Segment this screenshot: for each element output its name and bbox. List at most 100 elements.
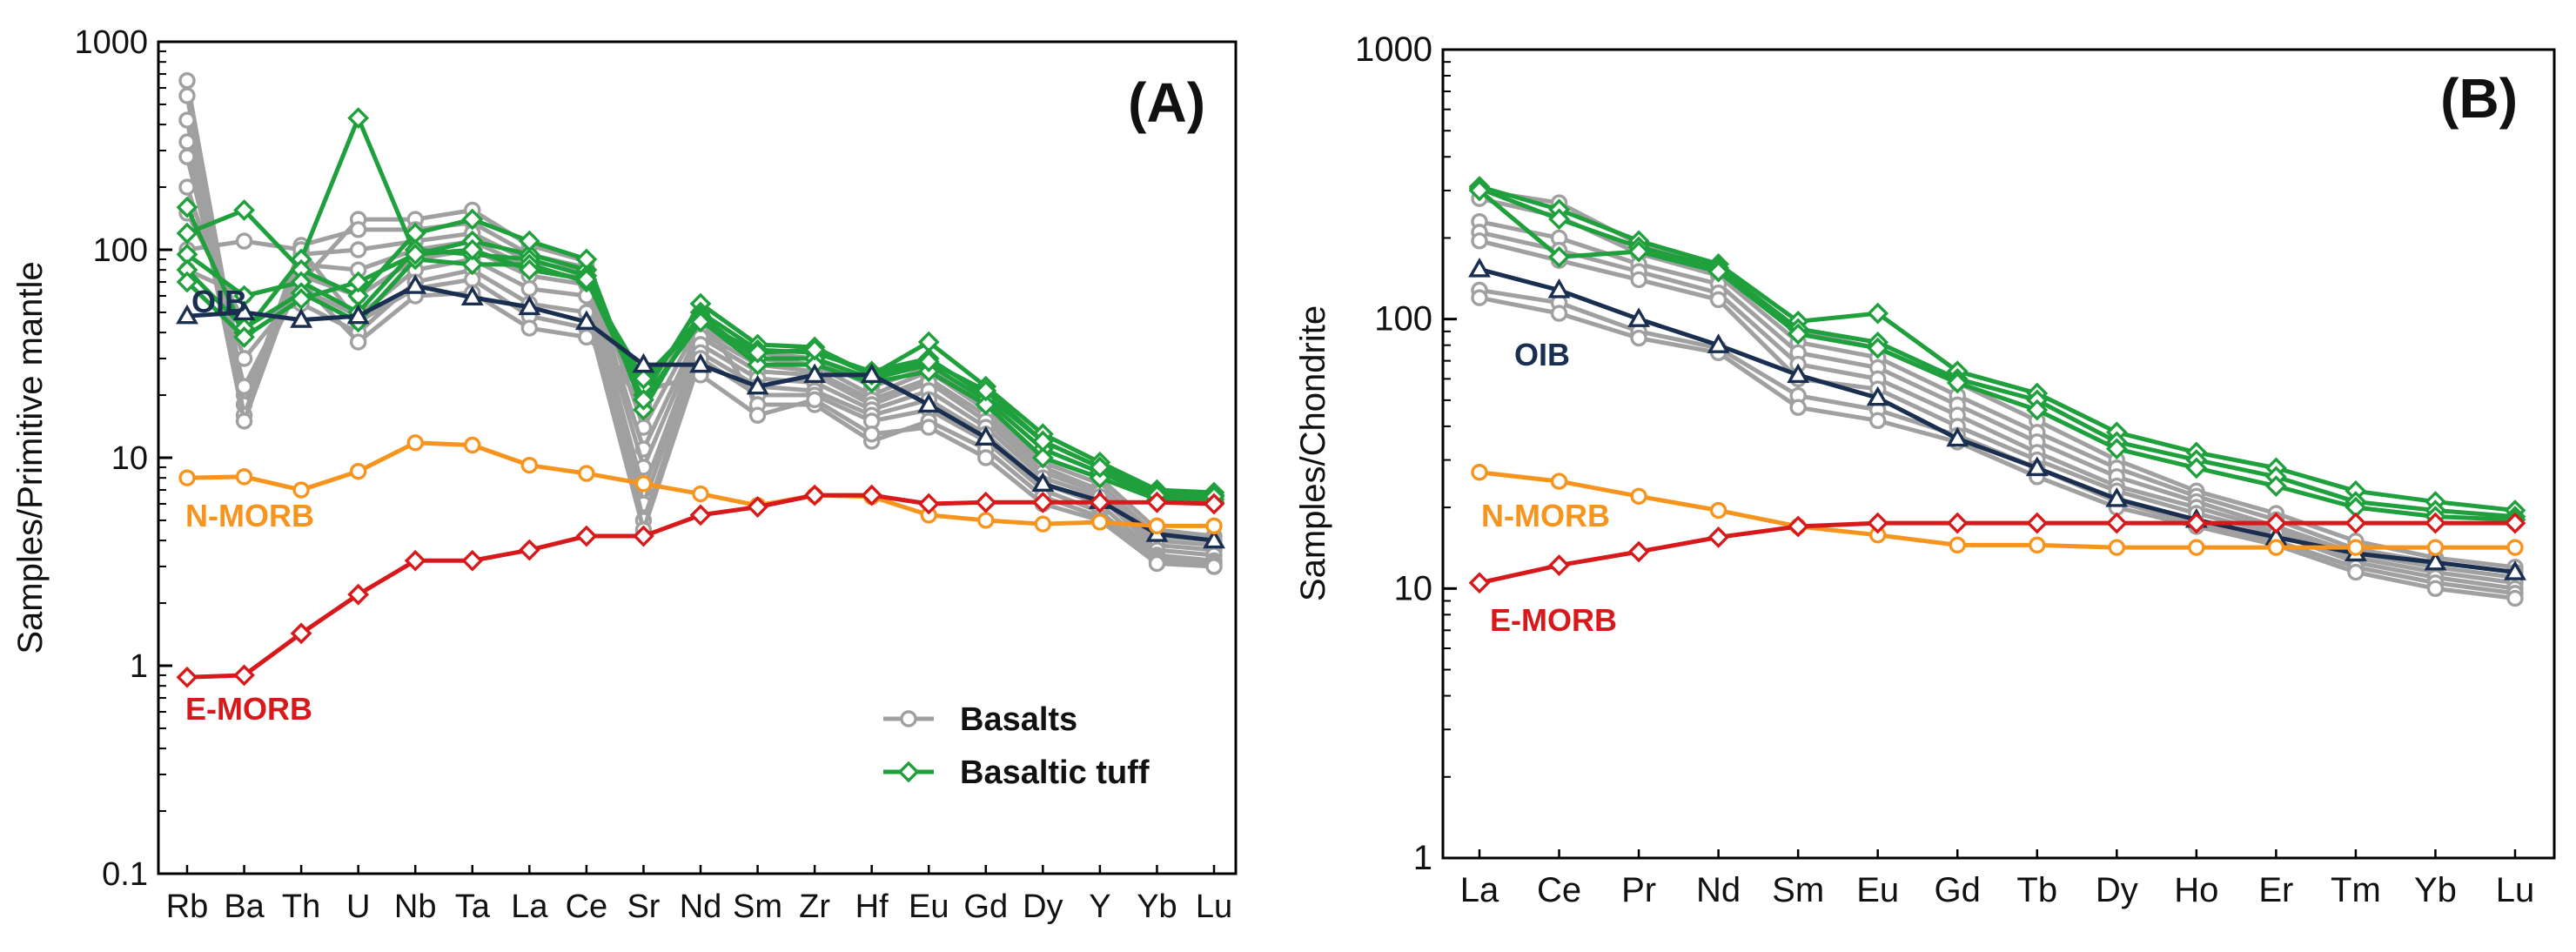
reference-e-morb-point	[575, 525, 598, 547]
tuff-sample-point	[404, 243, 426, 265]
reference-label-e-morb: E-MORB	[185, 691, 312, 727]
tuff-sample-point	[1867, 302, 1889, 325]
basalt-sample-point	[2506, 589, 2524, 607]
basalt-sample-point	[1205, 558, 1223, 575]
y-tick-label: 1000	[74, 24, 148, 61]
x-tick-label: Ho	[2174, 871, 2218, 909]
reference-n-morb-point	[578, 465, 595, 482]
x-tick-label: Sm	[1772, 871, 1824, 909]
y-tick-label: 0.1	[102, 856, 148, 893]
reference-e-morb-point	[1548, 554, 1570, 576]
x-tick-label: Gd	[1935, 871, 1981, 909]
tuff-sample-series	[1468, 176, 2526, 521]
reference-e-morb-point	[1787, 515, 1809, 538]
basalt-sample-point	[1148, 554, 1166, 573]
tuff-sample-point	[975, 393, 997, 416]
reference-label-oib: OIB	[1514, 337, 1570, 372]
basalt-sample-point	[349, 333, 367, 351]
x-tick-label: Lu	[1196, 888, 1232, 925]
x-tick-label: Sr	[627, 888, 660, 925]
basalt-sample-point	[178, 111, 196, 129]
x-tick-label: La	[511, 888, 548, 925]
reference-oib-point	[632, 352, 655, 373]
tuff-sample-point	[1946, 372, 1969, 394]
y-tick-label: 100	[1374, 300, 1432, 339]
reference-e-morb-point	[2185, 512, 2208, 534]
y-tick-label: 1000	[1355, 30, 1432, 69]
reference-n-morb-point	[1205, 517, 1223, 535]
tuff-sample-point	[747, 341, 768, 364]
reference-e-morb-point	[176, 666, 198, 688]
x-tick-label: Lu	[2496, 871, 2535, 909]
reference-oib-point	[689, 352, 712, 373]
tuff-sample-point	[1787, 323, 1809, 345]
reference-oib-point	[2105, 486, 2129, 507]
tuff-sample-line	[1478, 188, 2516, 522]
reference-n-morb-point	[520, 456, 539, 474]
reference-e-morb-point	[461, 549, 484, 572]
reference-n-morb-point	[2108, 539, 2126, 556]
reference-oib-point	[346, 304, 370, 325]
legend-marker	[897, 761, 920, 783]
reference-label-n-morb: N-MORB	[185, 498, 314, 533]
reference-e-morb-point	[917, 493, 940, 515]
reference-e-morb-point	[1089, 491, 1111, 513]
reference-oib-point	[574, 310, 598, 331]
reference-oib-point	[176, 304, 198, 325]
reference-e-morb-point	[2504, 512, 2526, 534]
panel-b-chart: 1 10 100 1000 La Ce Pr Nd Sm Eu Gd Tb Dy Ho Er Tm Yb Lu Sa…	[1294, 30, 2556, 909]
reference-label-oib: OIB	[191, 284, 247, 319]
reference-n-morb-line	[1479, 470, 2515, 550]
basalt-sample-point	[1471, 289, 1488, 306]
basalt-sample-point	[1789, 399, 1807, 416]
y-tick-label: 100	[93, 232, 148, 269]
tuff-sample-point	[1089, 456, 1111, 479]
x-tick-label: Eu	[1856, 871, 1899, 909]
tuff-sample-point	[1627, 240, 1650, 263]
basalt-sample-series	[1471, 224, 2524, 592]
x-tick-label: Er	[2258, 871, 2293, 909]
reference-n-morb-point	[178, 469, 196, 486]
x-tick-label: Sm	[733, 888, 782, 925]
tuff-sample-point	[1867, 337, 1889, 359]
reference-oib-point	[1866, 385, 1889, 406]
reference-n-morb-point	[692, 485, 709, 503]
y-axis-label: Samples/Primitive mantle	[11, 261, 50, 654]
tuff-sample-point	[975, 379, 997, 402]
panel-label: (B)	[2440, 67, 2518, 130]
reference-oib-point	[746, 374, 769, 395]
reference-oib-point	[1707, 333, 1730, 353]
reference-oib-point	[2424, 550, 2447, 571]
tuff-sample-point	[747, 353, 768, 376]
reference-n-morb-point	[2267, 539, 2285, 556]
basalt-sample-point	[1550, 305, 1568, 322]
tuff-sample-point	[1468, 179, 1491, 202]
reference-oib-point	[232, 300, 256, 321]
reference-oib-series	[1468, 258, 2526, 580]
tuff-sample-point	[2105, 438, 2128, 460]
tuff-sample-point	[633, 388, 654, 411]
tuff-sample-point	[689, 311, 712, 333]
basalt-sample-point	[178, 133, 196, 151]
reference-oib-line	[1479, 267, 2516, 575]
tuff-sample-point	[518, 258, 540, 281]
reference-e-morb-point	[1203, 493, 1225, 515]
reference-n-morb-point	[349, 462, 367, 480]
reference-e-morb-point	[2105, 512, 2128, 534]
tuff-sample-point	[176, 222, 198, 245]
tuff-sample-point	[233, 199, 255, 221]
reference-oib-point	[803, 363, 827, 384]
basalt-sample-series	[1471, 289, 2524, 607]
basalt-sample-line	[1479, 196, 2516, 575]
reference-oib-point	[974, 426, 997, 446]
y-tick-label: 1	[130, 648, 148, 685]
reference-e-morb-point	[1627, 540, 1650, 563]
x-tick-label: Y	[1089, 888, 1110, 925]
reference-oib-point	[1547, 278, 1571, 298]
reference-e-morb-point	[633, 525, 654, 547]
x-tick-label: Nb	[394, 888, 437, 925]
x-tick-label: Th	[282, 888, 320, 925]
x-tick-label: Pr	[1621, 871, 1656, 909]
reference-oib-point	[2504, 560, 2526, 580]
reference-n-morb-point	[2506, 539, 2524, 556]
